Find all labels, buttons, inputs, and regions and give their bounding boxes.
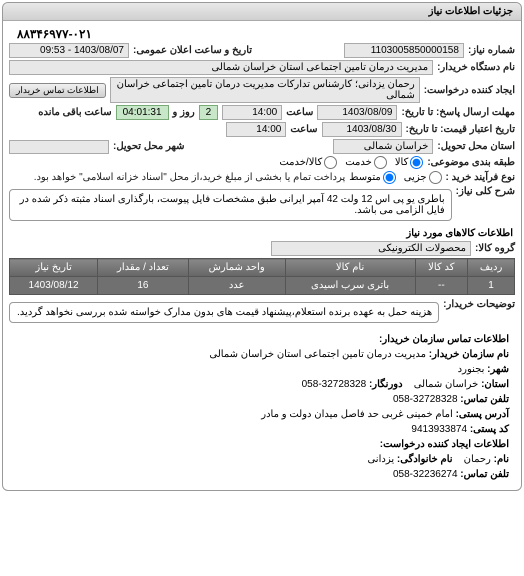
creator-contact-title: اطلاعات ایجاد کننده درخواست: xyxy=(15,437,509,452)
cprov-label: استان: xyxy=(481,379,509,390)
cname-value: رحمان xyxy=(464,454,491,465)
remain-label: ساعت باقی مانده xyxy=(38,107,111,118)
fax-label: دورنگار: xyxy=(369,379,403,390)
remain-day-label: روز و xyxy=(173,107,195,118)
pkg-both-radio[interactable] xyxy=(324,156,337,169)
postal-label: کد پستی: xyxy=(470,424,509,435)
city-label: شهر محل تحویل: xyxy=(113,141,185,152)
col-qty: تعداد / مقدار xyxy=(98,259,189,277)
credit-time-label: ساعت xyxy=(290,124,317,135)
addr-label: آدرس پستی: xyxy=(456,409,509,420)
pkg-label: طبقه بندی موضوعی: xyxy=(427,157,515,168)
contact-title: اطلاعات تماس سازمان خریدار: xyxy=(15,332,509,347)
need-description: باطری یو پی اس 12 ولت 42 آمپر ایرانی طبق… xyxy=(9,189,452,221)
fax-value: 32728328-058 xyxy=(302,379,367,390)
pkg-service-option[interactable]: خدمت xyxy=(345,156,387,169)
goods-info-title: اطلاعات کالاهای مورد نیاز xyxy=(11,228,513,239)
process-small-option[interactable]: جزیی xyxy=(404,171,442,184)
creator-label: ایجاد کننده درخواست: xyxy=(424,85,515,96)
city-value xyxy=(9,140,109,154)
cprov-value: خراسان شمالی xyxy=(414,379,479,390)
org-label: نام سازمان خریدار: xyxy=(429,349,509,360)
remain-days: 2 xyxy=(199,105,219,120)
credit-label: تاریخ اعتبار قیمت: تا تاریخ: xyxy=(406,124,515,135)
cell-date: 1403/08/12 xyxy=(10,277,98,295)
buyer-value: مدیریت درمان تامین اجتماعی استان خراسان … xyxy=(9,60,433,75)
pkg-service-radio[interactable] xyxy=(374,156,387,169)
announce-label: تاریخ و ساعت اعلان عمومی: xyxy=(133,45,252,56)
clname-label: نام خانوادگی: xyxy=(397,454,453,465)
contact-block: اطلاعات تماس سازمان خریدار: نام سازمان خ… xyxy=(9,328,515,486)
need-number: 1103005850000158 xyxy=(344,43,464,58)
main-panel: جزئیات اطلاعات نیاز ۸۸۳۴۶۹۷۷-۰۲۱ شماره ن… xyxy=(2,2,522,491)
announce-value: 1403/08/07 - 09:53 xyxy=(9,43,129,58)
process-note: پرداخت تمام یا بخشی از مبلغ خرید،از محل … xyxy=(9,172,345,183)
process-small-radio[interactable] xyxy=(429,171,442,184)
buyer-label: نام دستگاه خریدار: xyxy=(437,62,515,73)
cell-row: 1 xyxy=(468,277,515,295)
ccity-value: بجنورد xyxy=(458,364,485,375)
pkg-radio-group: کالا خدمت کالا/خدمت xyxy=(279,156,423,169)
reply-time: 14:00 xyxy=(222,105,282,120)
credit-date: 1403/08/30 xyxy=(322,122,402,137)
reply-deadline-label: مهلت ارسال پاسخ: تا تاریخ: xyxy=(401,107,515,118)
desc-label: شرح کلی نیاز: xyxy=(456,186,515,197)
col-name: نام کالا xyxy=(285,259,415,277)
buyer-note: هزینه حمل به عهده برنده استعلام،پیشنهاد … xyxy=(9,302,439,323)
panel-title: جزئیات اطلاعات نیاز xyxy=(3,3,521,21)
tel-label: تلفن تماس: xyxy=(460,394,509,405)
process-medium-radio[interactable] xyxy=(383,171,396,184)
remain-time: 04:01:31 xyxy=(116,105,169,120)
process-label: نوع فرآیند خرید : xyxy=(446,172,515,183)
ctel-label: تلفن تماس: xyxy=(460,469,509,480)
pkg-both-option[interactable]: کالا/خدمت xyxy=(279,156,337,169)
col-unit: واحد شمارش xyxy=(188,259,285,277)
process-medium-option[interactable]: متوسط xyxy=(349,171,395,184)
pkg-goods-option[interactable]: کالا xyxy=(395,156,424,169)
cell-name: باتری سرب اسیدی xyxy=(285,277,415,295)
postal-value: 9413933874 xyxy=(411,424,467,435)
buyer-contact-button[interactable]: اطلاعات تماس خریدار xyxy=(9,83,106,98)
process-radio-group: جزیی متوسط xyxy=(349,171,441,184)
top-phone: ۸۸۳۴۶۹۷۷-۰۲۱ xyxy=(9,25,515,43)
province-value: خراسان شمالی xyxy=(333,139,433,154)
group-value: محصولات الکترونیکی xyxy=(271,241,471,256)
cname-label: نام: xyxy=(494,454,509,465)
group-label: گروه کالا: xyxy=(475,243,515,254)
buyer-note-label: توضیحات خریدار: xyxy=(443,299,515,310)
goods-table: ردیف کد کالا نام کالا واحد شمارش تعداد /… xyxy=(9,258,515,295)
cell-unit: عدد xyxy=(188,277,285,295)
creator-value: رحمان یزدانی؛ کارشناس تدارکات مدیریت درم… xyxy=(110,77,420,103)
col-row: ردیف xyxy=(468,259,515,277)
reply-time-label: ساعت xyxy=(286,107,313,118)
ccity-label: شهر: xyxy=(487,364,509,375)
ctel-value: 32236274-058 xyxy=(393,469,458,480)
province-label: استان محل تحویل: xyxy=(437,141,515,152)
col-code: کد کالا xyxy=(415,259,468,277)
cell-code: -- xyxy=(415,277,468,295)
table-row: 1 -- باتری سرب اسیدی عدد 16 1403/08/12 xyxy=(10,277,515,295)
table-header-row: ردیف کد کالا نام کالا واحد شمارش تعداد /… xyxy=(10,259,515,277)
clname-value: یزدانی xyxy=(367,454,394,465)
addr-value: امام خمینی غربی حد فاصل میدان دولت و ماد… xyxy=(261,409,453,420)
cell-qty: 16 xyxy=(98,277,189,295)
tel-value: 32728328-058 xyxy=(393,394,458,405)
org-value: مدیریت درمان تامین اجتماعی استان خراسان … xyxy=(209,349,426,360)
reply-date: 1403/08/09 xyxy=(317,105,397,120)
pkg-goods-radio[interactable] xyxy=(410,156,423,169)
credit-time: 14:00 xyxy=(226,122,286,137)
need-number-label: شماره نیاز: xyxy=(468,45,515,56)
col-date: تاریخ نیاز xyxy=(10,259,98,277)
